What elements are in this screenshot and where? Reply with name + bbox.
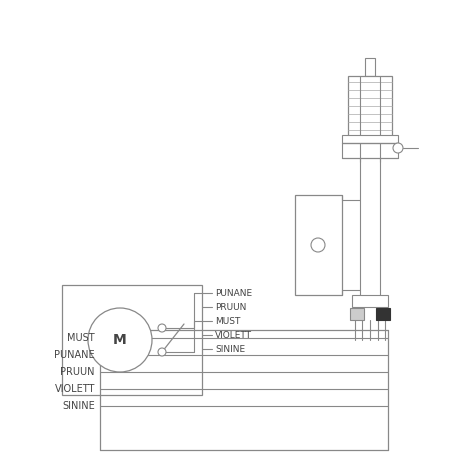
Bar [352, 295, 388, 307]
Text: M: M [113, 333, 127, 347]
Bar [342, 135, 398, 143]
Text: MUST: MUST [67, 333, 95, 343]
Text: PUNANE: PUNANE [215, 289, 252, 298]
Circle shape [158, 324, 166, 332]
Text: PUNANE: PUNANE [55, 350, 95, 360]
Bar [62, 285, 202, 395]
Circle shape [311, 238, 325, 252]
Bar [295, 195, 342, 295]
Bar [376, 308, 390, 320]
Text: SININE: SININE [215, 345, 245, 354]
Circle shape [158, 348, 166, 356]
Text: VIOLETT: VIOLETT [215, 330, 252, 339]
Text: SININE: SININE [62, 401, 95, 411]
Circle shape [88, 308, 152, 372]
Bar [348, 76, 392, 138]
Text: PRUUN: PRUUN [215, 302, 246, 311]
Circle shape [393, 143, 403, 153]
Text: PRUUN: PRUUN [61, 367, 95, 377]
Bar [365, 58, 375, 76]
Text: VIOLETT: VIOLETT [55, 384, 95, 394]
Text: MUST: MUST [215, 317, 240, 326]
Bar [350, 308, 364, 320]
